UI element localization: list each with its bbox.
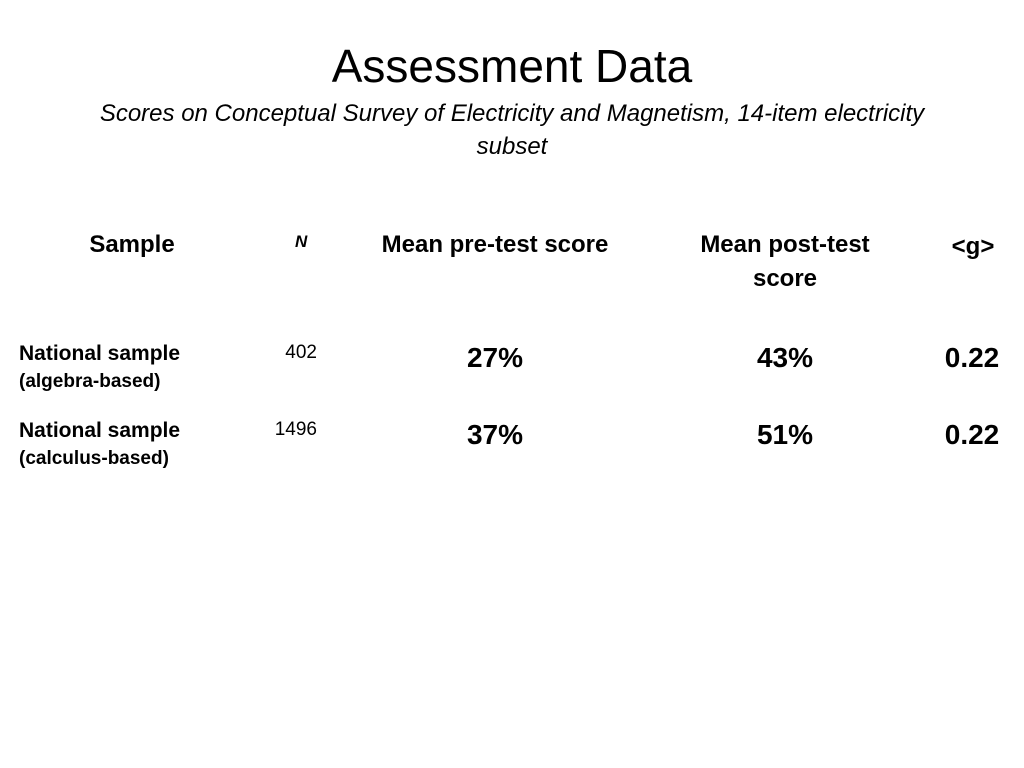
table-row-sample: National sample (algebra-based): [19, 340, 239, 395]
row-g-value: 0.22: [944, 419, 1000, 450]
header-sample: Sample: [89, 231, 175, 258]
header-n: N: [295, 232, 308, 251]
row-n-value: 402: [285, 342, 317, 363]
row-pre-value: 27%: [466, 342, 524, 373]
header-g: <g>: [951, 233, 995, 260]
row-sample-type: (calculus-based): [19, 448, 169, 469]
slide-subtitle: Scores on Conceptual Survey of Electrici…: [99, 100, 925, 160]
slide-title: Assessment Data: [331, 40, 693, 92]
row-sample-name: National sample: [19, 419, 181, 442]
row-g-value: 0.22: [944, 342, 1000, 373]
row-pre-value: 37%: [466, 419, 524, 450]
table-row-sample: National sample (calculus-based): [19, 417, 239, 472]
row-sample-name: National sample: [19, 342, 181, 365]
row-n-value: 1496: [274, 419, 317, 440]
row-sample-type: (algebra-based): [19, 371, 161, 392]
header-mean-post: Mean post-test score: [700, 231, 870, 292]
header-mean-pre: Mean pre-test score: [381, 231, 609, 258]
row-post-value: 51%: [756, 419, 814, 450]
row-post-value: 43%: [756, 342, 814, 373]
